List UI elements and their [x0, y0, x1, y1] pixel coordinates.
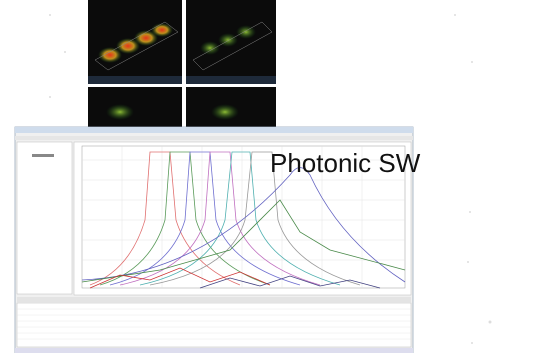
software-window [14, 126, 414, 353]
caption: Photonic SW [270, 148, 421, 178]
simulation-panels [88, 0, 276, 127]
background-dots [49, 14, 492, 344]
